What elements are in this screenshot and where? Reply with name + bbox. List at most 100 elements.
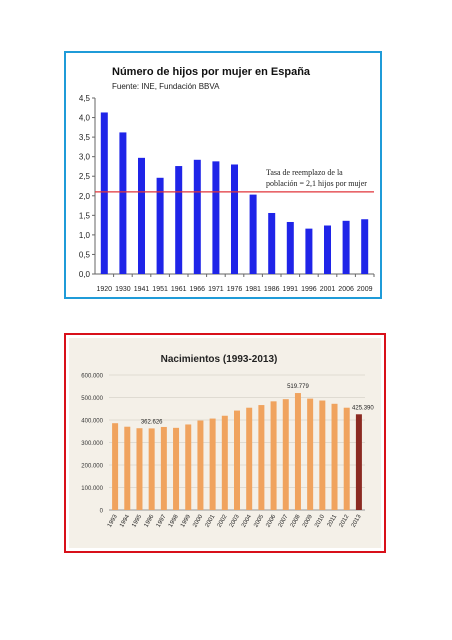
bar (355, 414, 362, 510)
births-chart-y-labels: 0 100.000 200.000 300.000 400.000 500.000 600.… (81, 374, 103, 515)
y-tick-label: 3,0 (79, 153, 91, 162)
x-tick-label: 2002 (217, 513, 229, 528)
x-tick-label: 2009 (302, 513, 314, 528)
data-label: 519.779 (287, 384, 309, 390)
y-tick-label: 1,0 (79, 231, 91, 240)
y-tick-label: 0 (100, 509, 104, 515)
bar (234, 410, 240, 510)
bar (100, 112, 108, 274)
x-tick-label: 2008 (290, 513, 302, 528)
bar (286, 221, 294, 274)
x-tick-label: 2013 (351, 513, 363, 528)
x-tick-label: 2011 (327, 513, 339, 528)
y-tick-label: 2,0 (79, 192, 91, 201)
bar (305, 228, 313, 274)
bar (136, 428, 143, 510)
x-tick-label: 1920 (97, 286, 113, 293)
bar (324, 225, 331, 274)
bar (156, 177, 164, 274)
bar (268, 212, 276, 274)
bar (124, 426, 131, 510)
bar (294, 393, 301, 510)
y-tick-label: 0,0 (79, 270, 91, 279)
replacement-rate-label-line1: Tasa de reemplazo de la (266, 168, 343, 177)
births-chart: Nacimientos (1993-2013) 0 100.000 200.000 3… (64, 333, 386, 553)
y-tick-label: 500.000 (81, 396, 103, 402)
fertility-chart-bars (100, 112, 369, 274)
x-tick-label: 2001 (320, 286, 336, 293)
fertility-chart-title: Número de hijos por mujer en España (112, 66, 311, 78)
y-tick-label: 1,5 (79, 211, 91, 220)
x-tick-label: 2005 (253, 513, 265, 528)
x-tick-label: 1999 (180, 513, 192, 528)
births-chart-bars (112, 393, 362, 510)
fertility-chart-svg: Número de hijos por mujer en España Fuen… (79, 66, 375, 293)
x-tick-label: 1981 (245, 286, 261, 293)
bar (258, 405, 265, 510)
x-tick-label: 1986 (264, 286, 280, 293)
births-chart-background: Nacimientos (1993-2013) 0 100.000 200.000 3… (69, 338, 381, 548)
bar (119, 132, 127, 274)
bar (185, 424, 192, 510)
x-tick-label: 1951 (152, 286, 168, 293)
y-tick-label: 200.000 (81, 464, 103, 470)
x-tick-label: 2006 (338, 286, 354, 293)
bar (148, 428, 155, 510)
bar (231, 164, 238, 274)
x-tick-label: 2001 (204, 513, 216, 528)
y-tick-label: 300.000 (81, 441, 103, 447)
births-chart-title: Nacimientos (1993-2013) (161, 354, 278, 365)
replacement-rate-label-line2: población = 2,1 hijos por mujer (266, 179, 367, 188)
births-chart-svg: Nacimientos (1993-2013) 0 100.000 200.000 3… (81, 354, 375, 529)
y-tick-label: 600.000 (81, 374, 103, 380)
x-tick-label: 1991 (283, 286, 299, 293)
y-tick-label: 0,5 (79, 250, 91, 259)
y-tick-label: 2,5 (79, 172, 91, 181)
bar (342, 220, 350, 274)
bar (361, 219, 369, 274)
x-tick-label: 1996 (301, 286, 317, 293)
x-tick-label: 1998 (168, 513, 180, 528)
fertility-chart-y-labels: 0,0 0,5 1,0 1,5 2,0 2,5 3,0 3,5 4,0 4,5 (79, 94, 91, 279)
births-chart-annotations: 362.626 519.779 425.390 (141, 384, 375, 425)
bar (175, 166, 183, 274)
x-tick-label: 2004 (241, 513, 253, 528)
x-tick-label: 2007 (278, 513, 290, 528)
bar (138, 157, 145, 274)
bar (197, 420, 204, 510)
bar (246, 407, 253, 510)
bar (221, 415, 228, 510)
bar (307, 398, 314, 510)
x-tick-label: 1996 (144, 513, 156, 528)
x-tick-label: 1993 (107, 513, 119, 528)
y-tick-label: 3,5 (79, 133, 91, 142)
x-tick-label: 1976 (227, 286, 243, 293)
x-tick-label: 1930 (115, 286, 131, 293)
fertility-chart-x-labels: 1920 1930 1941 1951 1961 1966 1971 1976 1981 1986… (97, 286, 373, 293)
bar (173, 427, 180, 510)
x-tick-label: 1997 (156, 513, 168, 528)
y-tick-label: 100.000 (81, 486, 103, 492)
y-tick-label: 400.000 (81, 419, 103, 425)
fertility-chart: Número de hijos por mujer en España Fuen… (64, 51, 382, 299)
x-tick-label: 2003 (229, 513, 241, 528)
x-tick-label: 2009 (357, 286, 373, 293)
fertility-chart-subtitle: Fuente: INE, Fundación BBVA (112, 82, 220, 91)
bar (193, 159, 201, 274)
x-tick-label: 2006 (265, 513, 277, 528)
bar (212, 161, 220, 274)
x-tick-label: 2012 (339, 513, 351, 528)
bar (331, 403, 338, 510)
x-tick-label: 1961 (171, 286, 187, 293)
bar (209, 418, 216, 510)
bar (270, 401, 277, 510)
data-label: 362.626 (141, 419, 163, 425)
bar (112, 423, 119, 510)
bar (249, 194, 257, 274)
y-tick-label: 4,0 (79, 114, 91, 123)
bar (160, 426, 167, 510)
bar (343, 407, 350, 510)
x-tick-label: 1966 (190, 286, 206, 293)
bar (282, 399, 289, 510)
x-tick-label: 1941 (134, 286, 150, 293)
